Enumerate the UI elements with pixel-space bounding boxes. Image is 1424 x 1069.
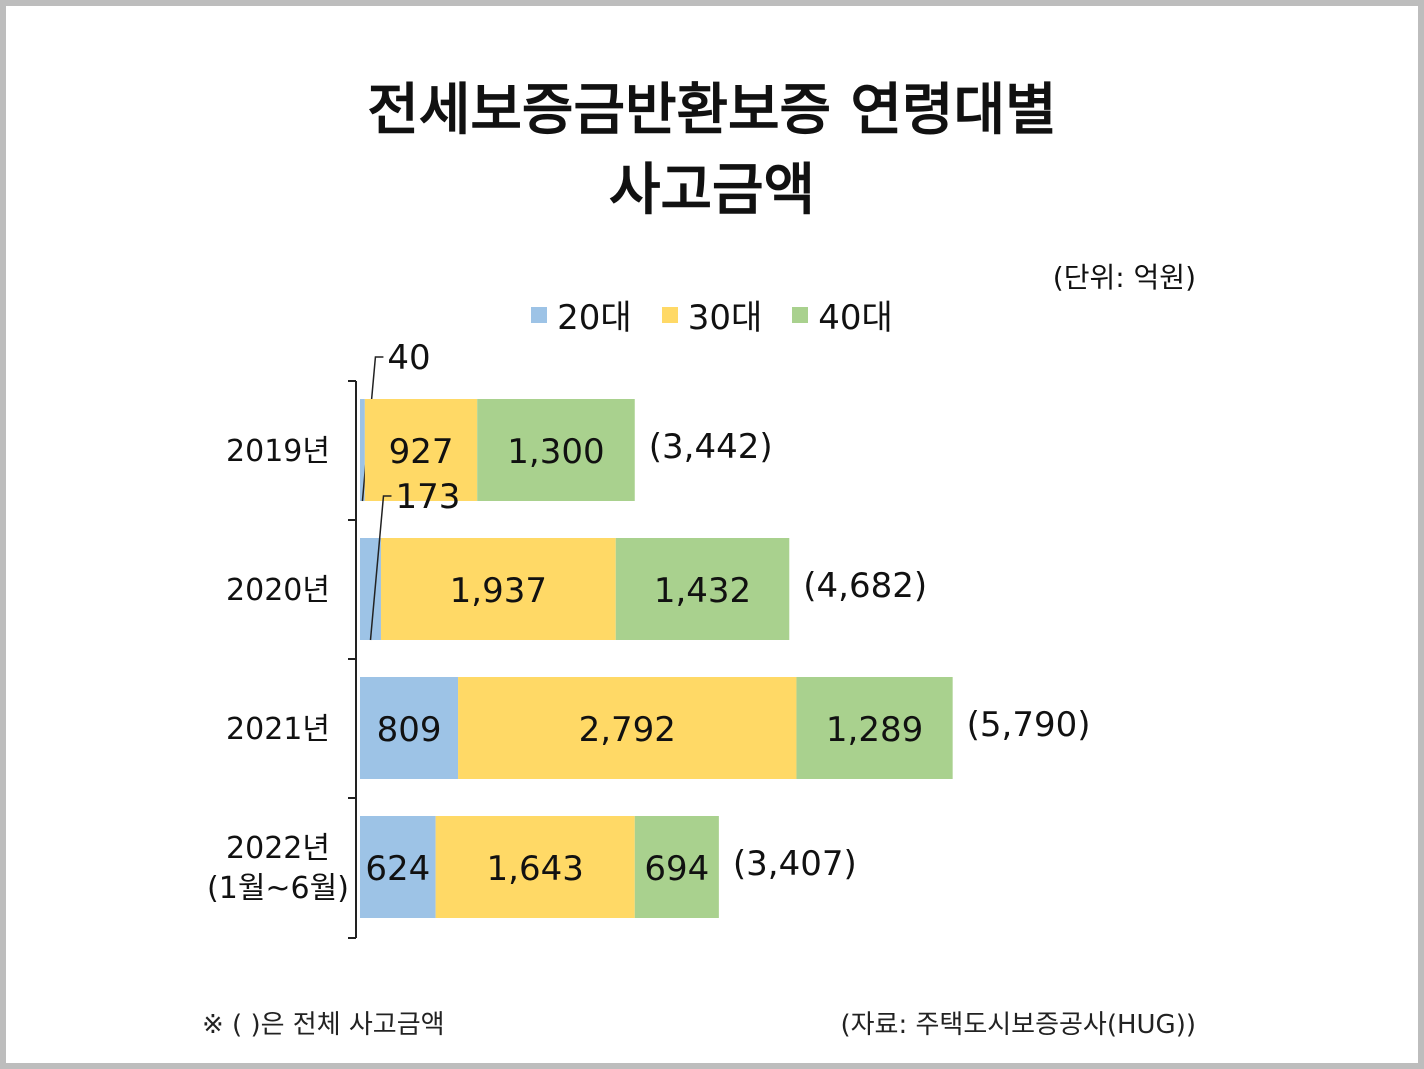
legend-swatch-0 xyxy=(531,306,548,323)
total-label-2: (5,790) xyxy=(967,705,1091,745)
total-label-3: (3,407) xyxy=(733,844,857,884)
legend-swatch-2 xyxy=(792,306,809,323)
legend-label-2: 40대 xyxy=(818,298,893,338)
category-label-line-3-0: 2022년 xyxy=(226,831,330,866)
unit-label: (단위: 억원) xyxy=(1052,261,1196,294)
data-label-2-2: 1,289 xyxy=(826,710,923,750)
chart-plot: 2019년 40 927 1,300 (3,442) 2020년 173 1,937 1,432… xyxy=(207,338,1091,939)
total-label-0: (3,442) xyxy=(649,427,773,467)
category-label-line-3-1: (1월~6월) xyxy=(207,871,349,906)
data-label-0-1: 173 xyxy=(395,477,460,517)
category-label-line-2-0: 2021년 xyxy=(226,712,330,747)
legend-item-1: 30대 xyxy=(661,290,763,339)
data-label-1-2: 2,792 xyxy=(579,710,676,750)
category-label-0: 2019년 xyxy=(226,434,330,469)
category-label-3: 2022년 (1월~6월) xyxy=(207,831,349,906)
bar-1-1 xyxy=(380,538,616,640)
chart-title-line2: 사고금액 xyxy=(608,158,816,223)
bar-0-3 xyxy=(360,816,436,918)
category-label-2: 2021년 xyxy=(226,712,330,747)
data-label-1-0: 927 xyxy=(389,432,454,472)
legend-label-1: 30대 xyxy=(687,298,763,338)
bar-0-0 xyxy=(360,399,365,501)
data-label-0-3: 624 xyxy=(365,849,430,889)
total-label-1: (4,682) xyxy=(803,566,927,606)
data-label-2-1: 1,432 xyxy=(654,571,751,611)
data-label-1-1: 1,937 xyxy=(450,571,547,611)
bar-1-0 xyxy=(364,399,478,501)
chart-title-line1: 전세보증금반환보증 연령대별 xyxy=(367,78,1057,143)
legend: 20대 30대 40대 xyxy=(6,290,1418,339)
data-label-2-3: 694 xyxy=(644,849,709,889)
bar-2-0 xyxy=(477,399,635,501)
legend-label-0: 20대 xyxy=(557,298,632,338)
data-label-0-0: 40 xyxy=(387,338,430,378)
legend-item-2: 40대 xyxy=(792,290,893,339)
bar-2-3 xyxy=(634,816,719,918)
category-label-1: 2020년 xyxy=(226,573,330,608)
bar-1-2 xyxy=(458,677,797,779)
data-label-1-3: 1,643 xyxy=(487,849,584,889)
bar-0-2 xyxy=(360,677,459,779)
data-label-0-2: 809 xyxy=(377,710,442,750)
category-label-line-1-0: 2020년 xyxy=(226,573,330,608)
bar-2-1 xyxy=(615,538,790,640)
leader-line-0-1 xyxy=(369,495,392,641)
bar-0-1 xyxy=(360,538,381,640)
data-label-2-0: 1,300 xyxy=(507,432,604,472)
category-label-line-0-0: 2019년 xyxy=(226,434,330,469)
legend-item-0: 20대 xyxy=(531,290,632,339)
footnote-total-note: ※ ( )은 전체 사고금액 xyxy=(202,1010,445,1040)
footnote-source: (자료: 주택도시보증공사(HUG)) xyxy=(840,1010,1196,1040)
bar-1-3 xyxy=(435,816,635,918)
legend-swatch-1 xyxy=(661,306,678,323)
bar-2-2 xyxy=(796,677,953,779)
